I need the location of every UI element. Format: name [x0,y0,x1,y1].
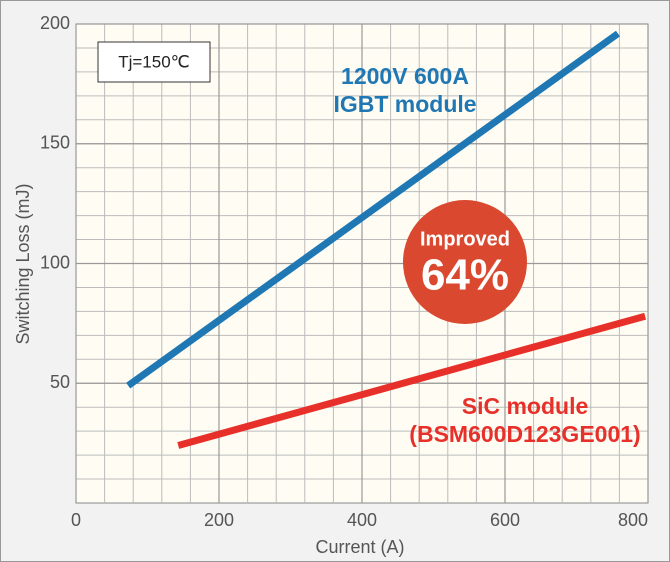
y-tick-label: 150 [40,133,70,153]
condition-box [97,41,211,83]
y-tick-label: 50 [50,372,70,392]
x-tick-label: 400 [347,510,377,530]
badge [403,200,527,324]
series-line [126,30,621,389]
series-line [177,312,647,449]
x-axis-label: Current (A) [315,537,404,557]
series-label: IGBT module [333,91,476,117]
y-tick-label: 200 [40,13,70,33]
x-tick-label: 800 [618,510,648,530]
series-label: 1200V 600A [341,63,469,89]
x-tick-label: 200 [204,510,234,530]
y-tick-label: 100 [40,252,70,272]
series-label: (BSM600D123GE001) [409,421,640,447]
series-label: SiC module [462,393,589,419]
y-axis-label: Switching Loss (mJ) [13,183,33,344]
x-tick-label: 600 [490,510,520,530]
condition: Tj=150℃ [118,52,190,71]
x-tick-label: 0 [71,510,81,530]
badge-top: Improved [420,228,510,250]
badge-value: 64% [421,251,509,300]
